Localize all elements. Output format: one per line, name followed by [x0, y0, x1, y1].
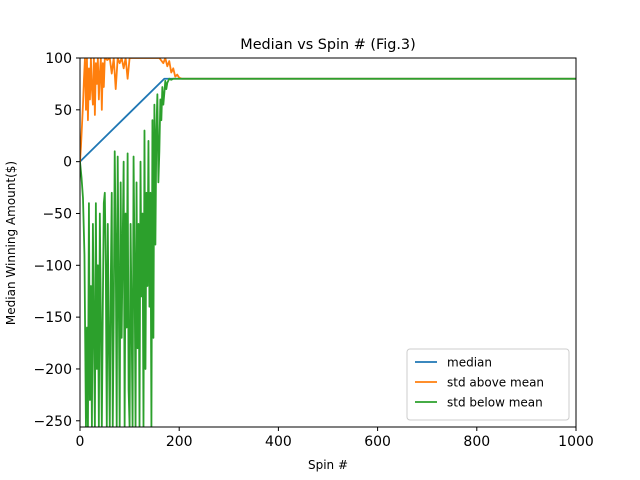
y-tick-label: 50 [54, 103, 72, 119]
y-tick-label: 100 [45, 51, 72, 67]
y-tick-label: 0 [63, 155, 72, 171]
y-tick-label: −100 [34, 258, 72, 274]
x-tick-label: 800 [463, 434, 490, 450]
x-tick-label: 0 [76, 434, 85, 450]
y-tick-label: −200 [34, 362, 72, 378]
x-axis-label: Spin # [308, 458, 348, 472]
y-tick-label: −250 [34, 414, 72, 430]
y-tick-label: −50 [42, 206, 72, 222]
legend-label-1: std above mean [447, 376, 544, 390]
axes-frame [79, 57, 577, 428]
legend: median std above mean std below mean [406, 348, 570, 421]
y-tick-label: −150 [34, 310, 72, 326]
y-axis-label: Median Winning Amount($) [4, 161, 18, 325]
x-tick-label: 600 [364, 434, 391, 450]
series-line-2 [80, 77, 576, 427]
x-tick-label: 400 [265, 434, 292, 450]
legend-label-0: median [447, 356, 492, 370]
legend-box [406, 348, 570, 421]
chart-title: Median vs Spin # (Fig.3) [240, 37, 415, 53]
legend-label-2: std below mean [447, 396, 543, 410]
plot-area: 0 200 400 600 800 1000 100 50 0 −50 −100 −150 −200 −2… [34, 51, 594, 450]
x-tick-label: 200 [166, 434, 193, 450]
series-line-1 [80, 58, 576, 162]
x-tick-label: 1000 [558, 434, 594, 450]
